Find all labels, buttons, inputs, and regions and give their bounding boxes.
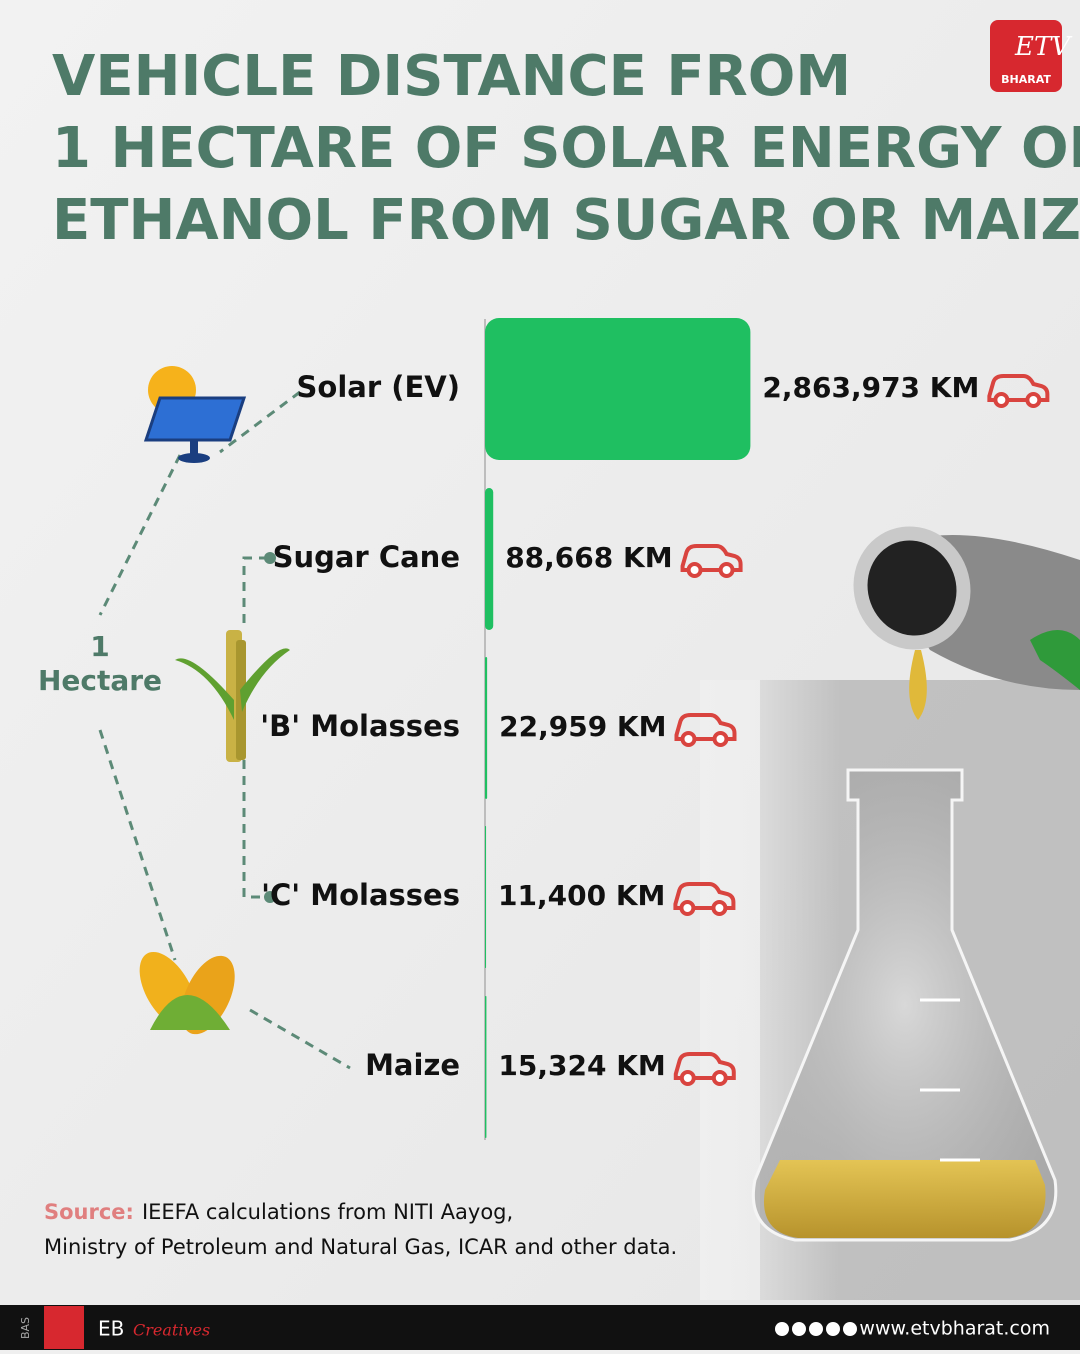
annotation-line: Hectare (38, 664, 162, 697)
category-label: Sugar Cane (273, 540, 460, 574)
source-text: IEEFA calculations from NITI Aayog, (142, 1200, 513, 1224)
value-label: 11,400 KM (498, 879, 665, 912)
source-text: Ministry of Petroleum and Natural Gas, I… (44, 1235, 677, 1259)
value-label: 88,668 KM (505, 541, 672, 574)
social-icons (775, 1322, 857, 1336)
title-line: 1 HECTARE OF SOLAR ENERGY OR (52, 116, 1080, 181)
dot (264, 891, 276, 903)
value-label: 15,324 KM (498, 1049, 665, 1082)
footer-left: BAS (19, 1317, 32, 1339)
car-wheel (686, 562, 703, 578)
title-line: VEHICLE DISTANCE FROM (52, 44, 851, 109)
category-label: Solar (EV) (297, 370, 460, 404)
bar (485, 657, 488, 799)
category-label: 'B' Molasses (260, 709, 460, 743)
category-label: Maize (365, 1048, 460, 1082)
dot (264, 552, 276, 564)
car-wheel (680, 731, 697, 747)
bar (485, 826, 487, 968)
car-wheel (711, 1070, 728, 1086)
bar (485, 996, 487, 1138)
title-line: ETHANOL FROM SUGAR OR MAIZE (52, 188, 1080, 253)
car-body (674, 713, 737, 741)
car-icon (680, 544, 743, 578)
car-wheel (1025, 392, 1042, 408)
car-icon (673, 1052, 736, 1086)
footer (0, 1305, 1080, 1350)
annotation: 1 Hectare (38, 630, 162, 697)
car-body (673, 882, 736, 910)
car-wheel (993, 392, 1010, 408)
logo (990, 20, 1062, 92)
footer-brand-script: Creatives (133, 1321, 210, 1340)
logo-text: BHARAT (1001, 73, 1051, 86)
car-wheel (711, 900, 728, 916)
category-label: 'C' Molasses (261, 878, 460, 912)
footer-url: www.etvbharat.com (859, 1318, 1050, 1340)
footer-logo (44, 1306, 84, 1349)
car-icon (674, 713, 737, 747)
solar-icon (143, 366, 247, 463)
car-icon (673, 882, 736, 916)
photo (700, 526, 1080, 1300)
car-wheel (712, 731, 729, 747)
car-icon (987, 374, 1050, 408)
car-wheel (718, 562, 735, 578)
value-label: 2,863,973 KM (762, 371, 979, 404)
car-wheel (679, 900, 696, 916)
footer-brand: EB (98, 1317, 124, 1341)
bar-chart: Solar (EV) 2,863,973 KM Sugar Cane 88,668 K… (260, 318, 1050, 1140)
logo-mark: ETV (1014, 32, 1072, 62)
connectors (98, 390, 351, 1070)
car-body (673, 1052, 736, 1080)
bar (485, 318, 751, 460)
source-label: Source: (44, 1200, 134, 1224)
source: Source: IEEFA calculations from NITI Aayo… (44, 1200, 677, 1259)
value-label: 22,959 KM (499, 710, 666, 743)
title: VEHICLE DISTANCE FROM 1 HECTARE OF SOLAR … (52, 44, 1080, 253)
car-wheel (679, 1070, 696, 1086)
car-body (987, 374, 1050, 402)
maize-icon (139, 952, 235, 1035)
sugarcane-icon (175, 630, 290, 762)
car-body (680, 544, 743, 572)
bar (485, 488, 494, 630)
annotation-line: 1 (90, 630, 109, 663)
